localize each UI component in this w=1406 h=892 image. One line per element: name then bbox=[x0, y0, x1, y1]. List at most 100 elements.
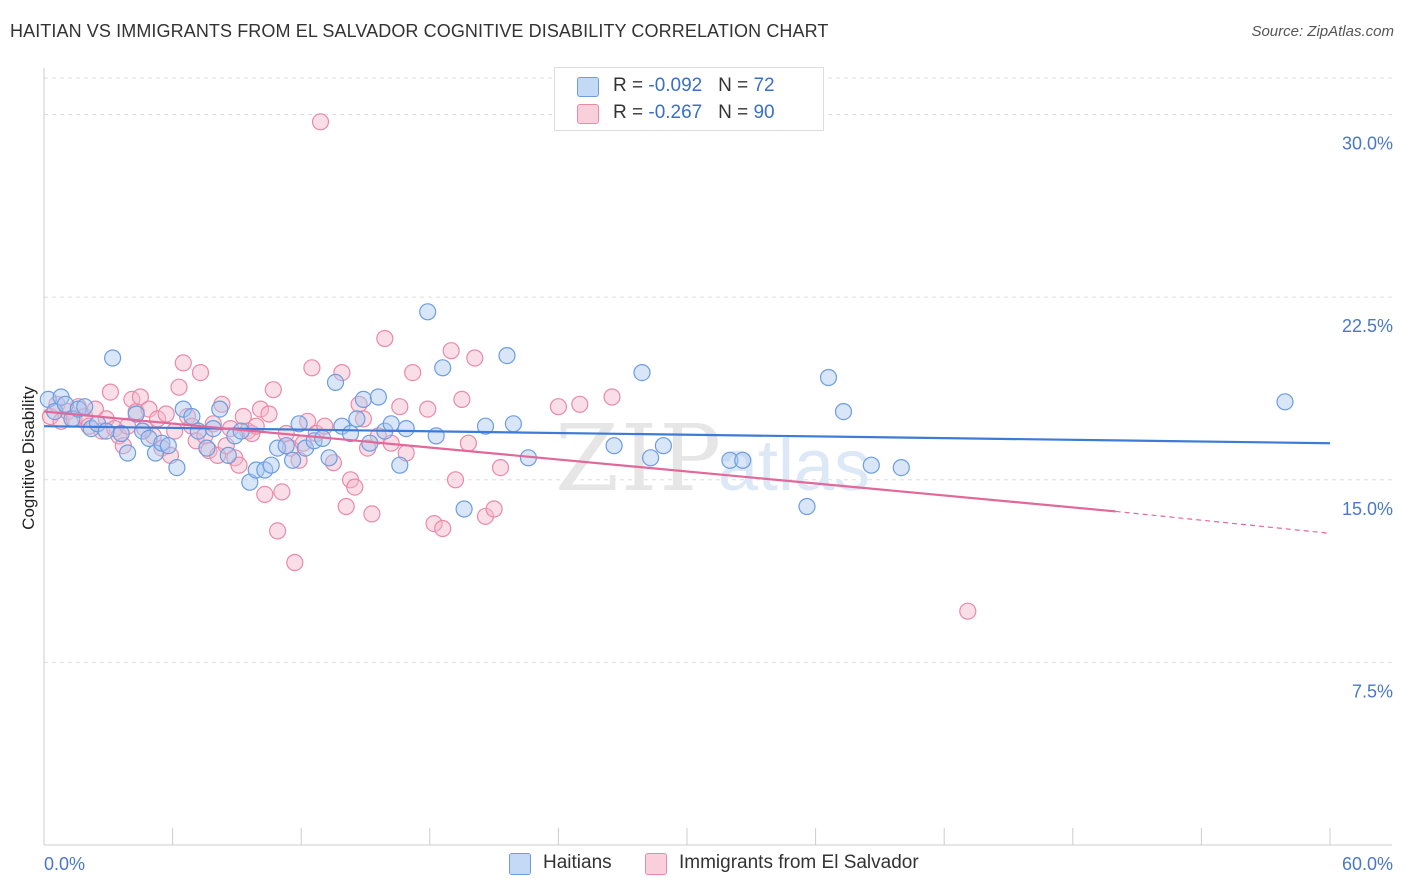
data-point-el-salvador bbox=[571, 395, 589, 413]
data-point-el-salvador bbox=[311, 113, 330, 131]
data-point-haitian bbox=[219, 446, 237, 464]
data-point-haitian bbox=[140, 429, 158, 447]
data-point-haitian bbox=[391, 456, 409, 474]
legend-item-el-salvador: Immigrants from El Salvador bbox=[645, 851, 945, 877]
data-point-el-salvador bbox=[434, 519, 452, 538]
data-point-el-salvador bbox=[157, 405, 175, 423]
x-tick-label: 0.0% bbox=[44, 854, 85, 874]
data-point-el-salvador bbox=[459, 434, 477, 452]
data-point-el-salvador bbox=[404, 364, 422, 382]
data-point-haitian bbox=[498, 347, 516, 365]
data-point-haitian bbox=[819, 368, 838, 387]
data-point-haitian bbox=[721, 451, 739, 469]
data-point-el-salvador bbox=[256, 485, 274, 503]
data-point-haitian bbox=[1276, 393, 1294, 411]
data-point-el-salvador bbox=[446, 471, 465, 489]
data-point-el-salvador bbox=[269, 522, 287, 540]
data-point-haitian bbox=[56, 395, 75, 413]
data-point-haitian bbox=[103, 349, 122, 367]
data-point-haitian bbox=[798, 497, 816, 516]
y-axis-title: Cognitive Disability bbox=[19, 386, 38, 530]
legend-label-el-salvador: Immigrants from El Salvador bbox=[679, 852, 919, 873]
series-haitians bbox=[39, 303, 1294, 518]
data-point-el-salvador bbox=[170, 378, 188, 396]
legend-r-label: R = bbox=[613, 102, 649, 123]
data-point-haitian bbox=[326, 373, 345, 391]
data-point-haitian bbox=[734, 451, 752, 469]
tick-labels: 7.5% 15.0% 22.5% 30.0% 0.0% 60.0% bbox=[44, 134, 1393, 874]
data-point-el-salvador bbox=[363, 505, 381, 523]
legend-swatch-blue bbox=[577, 77, 599, 97]
data-point-el-salvador bbox=[230, 456, 248, 474]
data-point-el-salvador bbox=[391, 398, 409, 416]
y-tick-label: 15.0% bbox=[1342, 499, 1393, 519]
legend-n-value: 72 bbox=[753, 75, 775, 96]
legend-swatch-blue bbox=[509, 853, 531, 875]
trend-lines bbox=[43, 410, 1331, 534]
y-tick-label: 7.5% bbox=[1352, 681, 1393, 701]
source-credit: Source: ZipAtlas.com bbox=[1251, 23, 1394, 40]
data-point-el-salvador bbox=[425, 514, 443, 533]
trend-line-el-salvador bbox=[43, 410, 1116, 513]
chart-title: HAITIAN VS IMMIGRANTS FROM EL SALVADOR C… bbox=[10, 21, 829, 41]
data-point-el-salvador bbox=[476, 507, 495, 525]
x-tick-label: 60.0% bbox=[1342, 854, 1393, 874]
data-point-haitian bbox=[127, 405, 145, 423]
data-point-el-salvador bbox=[603, 388, 621, 406]
data-point-el-salvador bbox=[140, 400, 158, 418]
data-point-haitian bbox=[633, 364, 651, 382]
data-point-el-salvador bbox=[354, 410, 372, 428]
y-tick-label: 30.0% bbox=[1342, 134, 1393, 154]
data-point-haitian bbox=[504, 415, 523, 433]
data-point-el-salvador bbox=[466, 349, 484, 367]
data-point-el-salvador bbox=[442, 342, 460, 360]
data-point-haitian bbox=[211, 400, 229, 418]
data-point-el-salvador bbox=[264, 381, 282, 399]
data-point-el-salvador bbox=[101, 383, 120, 401]
data-point-haitian bbox=[118, 444, 137, 462]
legend-n-value: 90 bbox=[753, 102, 775, 123]
data-point-el-salvador bbox=[303, 359, 321, 377]
series-el-salvador bbox=[41, 113, 977, 620]
legend-label-haitians: Haitians bbox=[543, 852, 612, 873]
data-point-haitian bbox=[455, 500, 473, 518]
data-point-haitian bbox=[146, 444, 165, 462]
data-point-haitian bbox=[834, 403, 853, 421]
data-point-haitian bbox=[419, 303, 437, 321]
data-point-haitian bbox=[97, 422, 115, 440]
data-point-haitian bbox=[159, 437, 177, 455]
legend-swatch-pink bbox=[577, 104, 599, 124]
data-point-haitian bbox=[320, 449, 338, 467]
data-point-el-salvador bbox=[959, 602, 977, 620]
trend-line-el-salvador-extension bbox=[1115, 510, 1331, 534]
data-point-el-salvador bbox=[200, 441, 218, 460]
data-point-haitian bbox=[262, 456, 280, 474]
data-point-el-salvador bbox=[273, 483, 291, 501]
data-point-haitian bbox=[354, 390, 372, 408]
data-point-el-salvador bbox=[376, 329, 394, 348]
legend-n-label: N = bbox=[718, 75, 754, 96]
data-point-haitian bbox=[397, 420, 415, 438]
data-point-haitian bbox=[434, 359, 452, 377]
data-point-haitian bbox=[862, 456, 880, 474]
data-point-el-salvador bbox=[346, 478, 364, 496]
watermark: ZIP atlas bbox=[555, 405, 870, 512]
data-point-el-salvador bbox=[251, 400, 270, 418]
data-point-el-salvador bbox=[191, 364, 210, 382]
data-point-haitian bbox=[76, 398, 94, 416]
data-point-haitian bbox=[605, 437, 623, 455]
grid-lines bbox=[44, 77, 1392, 663]
data-point-haitian bbox=[290, 415, 308, 433]
data-point-haitian bbox=[112, 424, 130, 443]
data-point-haitian bbox=[369, 388, 387, 406]
data-point-haitian bbox=[382, 415, 400, 433]
data-point-haitian bbox=[296, 439, 315, 457]
legend-n-label: N = bbox=[718, 102, 754, 123]
data-point-el-salvador bbox=[491, 459, 510, 477]
watermark-atlas: atlas bbox=[718, 426, 870, 506]
data-point-haitian bbox=[183, 407, 201, 426]
data-point-haitian bbox=[198, 439, 216, 457]
data-point-haitian bbox=[348, 410, 366, 428]
y-tick-label: 22.5% bbox=[1342, 316, 1393, 336]
